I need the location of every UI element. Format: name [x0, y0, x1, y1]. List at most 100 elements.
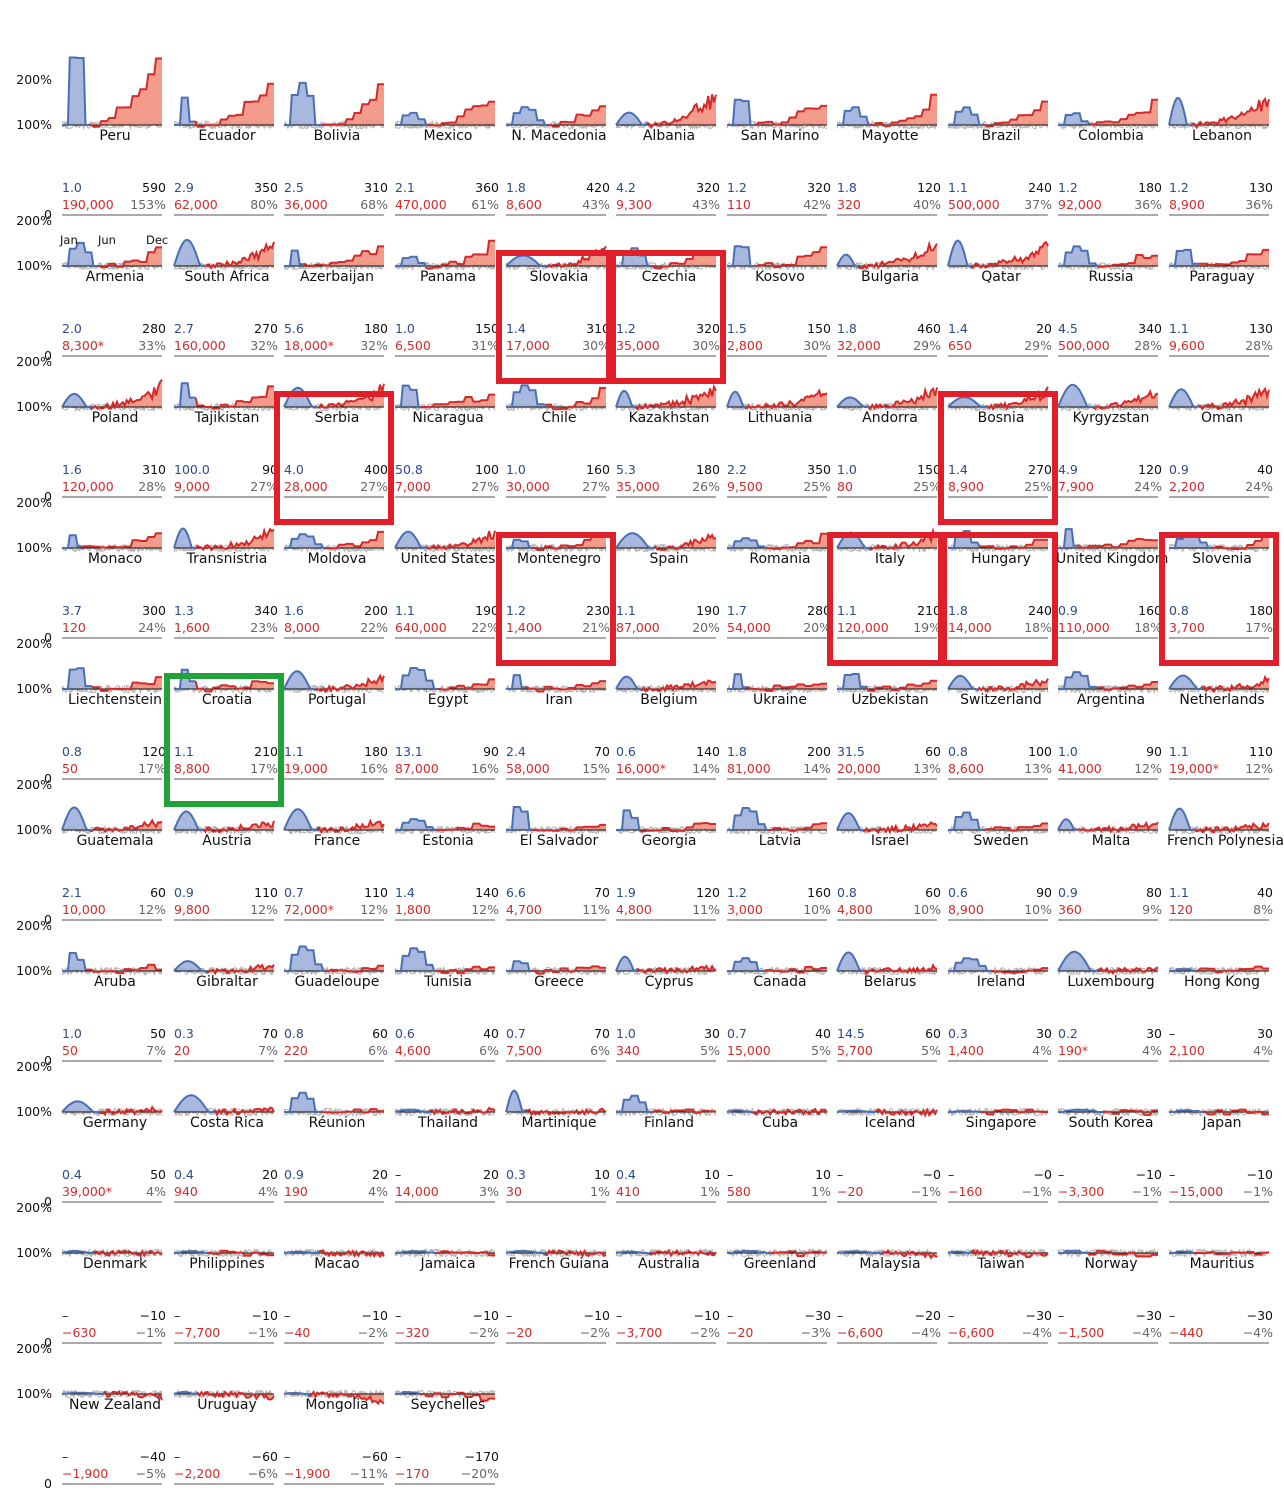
y-tick-label: 200%: [16, 1200, 52, 1215]
excess-deaths-value: 81,000: [727, 761, 771, 776]
other-year-line: [394, 120, 496, 130]
country-name: El Salvador: [519, 833, 599, 849]
country-sparkline: [836, 386, 938, 498]
country-panel: Luxembourg 0.2 30 190* 4%: [1056, 902, 1166, 1062]
country-name: Bolivia: [313, 128, 361, 144]
weekly-excess-value: 280: [807, 603, 831, 618]
first-wave-line: [174, 1250, 208, 1254]
country-sparkline: [1057, 245, 1159, 357]
excess-deaths-value: −320: [395, 1325, 430, 1340]
first-wave-value: 3.7: [62, 603, 82, 618]
weekly-excess-value: −60: [361, 1449, 388, 1464]
country-sparkline: [283, 530, 385, 639]
first-wave-value: 4.5: [1058, 321, 1078, 336]
excess-percent-value: 23%: [250, 620, 278, 635]
country-panel: Slovenia 0.8 180 3,700 17%: [1167, 479, 1277, 639]
country-sparkline: [61, 806, 163, 921]
country-panel: Israel 0.8 60 4,800 10%: [835, 761, 945, 921]
row-y-axis: 200% 100% 0: [0, 56, 60, 222]
weekly-excess-value: 590: [142, 180, 166, 195]
first-wave-line: [173, 810, 204, 831]
first-wave-value: 1.0: [62, 1026, 82, 1041]
first-wave-value: 1.7: [727, 603, 747, 618]
excess-percent-value: −1%: [1242, 1184, 1273, 1199]
country-name: Colombia: [1078, 128, 1144, 144]
excess-deaths-value: −3,300: [1058, 1184, 1105, 1199]
country-name: Brazil: [981, 128, 1021, 144]
second-wave-line: [867, 386, 938, 411]
country-name: Tajikistan: [194, 410, 260, 426]
y-tick-label: 0: [44, 207, 52, 222]
second-wave-line: [875, 1107, 938, 1118]
country-name: Singapore: [965, 1115, 1037, 1131]
country-name: Martinique: [521, 1115, 597, 1131]
excess-deaths-value: −1,900: [62, 1466, 109, 1481]
excess-percent-value: 4%: [368, 1184, 388, 1199]
excess-deaths-value: 30,000: [506, 479, 550, 494]
second-wave-line: [640, 679, 717, 693]
country-panel: Peru 1.0 590 190,000 153%: [60, 56, 170, 216]
excess-percent-value: 1%: [590, 1184, 610, 1199]
second-wave-line: [649, 1248, 717, 1258]
first-wave-value: –: [62, 1449, 69, 1464]
first-wave-value: 1.3: [174, 603, 194, 618]
excess-percent-value: 36%: [1245, 197, 1273, 212]
month-tick-label: Jun: [98, 233, 116, 247]
first-wave-line: [837, 106, 871, 126]
first-wave-line: [283, 808, 318, 831]
first-wave-line: [62, 56, 90, 126]
country-sparkline: [615, 383, 717, 498]
y-tick-label: 200%: [16, 918, 52, 933]
second-wave-area: [1198, 249, 1269, 266]
country-sparkline: [1057, 950, 1159, 1062]
first-wave-area: [948, 812, 984, 830]
first-wave-area: [284, 1092, 322, 1112]
first-wave-line: [1168, 96, 1191, 127]
first-wave-line: [395, 255, 428, 269]
weekly-excess-value: 40: [1257, 885, 1273, 900]
second-wave-area: [870, 94, 937, 126]
first-wave-value: 1.0: [395, 321, 415, 336]
first-wave-area: [284, 82, 322, 125]
first-wave-line: [1058, 1108, 1104, 1113]
country-sparkline: [947, 100, 1049, 216]
excess-deaths-value: 9,500: [727, 479, 763, 494]
excess-deaths-value: 120,000: [62, 479, 114, 494]
country-panel: Canada 0.7 40 15,000 5%: [725, 902, 835, 1062]
second-wave-area: [195, 386, 274, 409]
excess-percent-value: 25%: [803, 479, 831, 494]
country-name: Slovenia: [1192, 551, 1252, 567]
country-sparkline: [283, 808, 385, 921]
second-wave-line: [214, 1106, 275, 1118]
excess-deaths-value: 19,000*: [1169, 761, 1219, 776]
country-name: Russia: [1088, 269, 1134, 285]
country-sparkline: [61, 379, 163, 498]
country-name: Cyprus: [644, 974, 694, 990]
country-sparkline: [61, 241, 163, 357]
country-name: Andorra: [862, 410, 918, 426]
country-sparkline: [173, 238, 275, 357]
excess-percent-value: 6%: [590, 1043, 610, 1058]
first-wave-value: –: [1058, 1308, 1065, 1323]
excess-percent-value: 36%: [1134, 197, 1162, 212]
excess-percent-value: 32%: [250, 338, 278, 353]
weekly-excess-value: 90: [1146, 744, 1162, 759]
country-name: Poland: [91, 410, 139, 426]
second-wave-area: [987, 386, 1048, 409]
excess-percent-value: −1%: [910, 1184, 941, 1199]
first-wave-value: 13.1: [395, 744, 423, 759]
excess-percent-value: 37%: [1024, 197, 1052, 212]
first-wave-area: [1058, 113, 1090, 125]
second-wave-area: [438, 679, 495, 690]
y-tick-label: 0: [44, 771, 52, 786]
second-wave-area: [205, 241, 274, 268]
excess-deaths-value: 8,800: [174, 761, 210, 776]
country-name: Mexico: [423, 128, 473, 144]
excess-deaths-value: 58,000: [506, 761, 550, 776]
country-name: Cuba: [761, 1115, 799, 1131]
country-panel: Moldova 1.6 200 8,000 22%: [282, 479, 392, 639]
country-name: Belarus: [863, 974, 917, 990]
second-wave-area: [977, 678, 1048, 692]
weekly-excess-value: −170: [464, 1449, 499, 1464]
country-sparkline: [61, 1388, 163, 1485]
